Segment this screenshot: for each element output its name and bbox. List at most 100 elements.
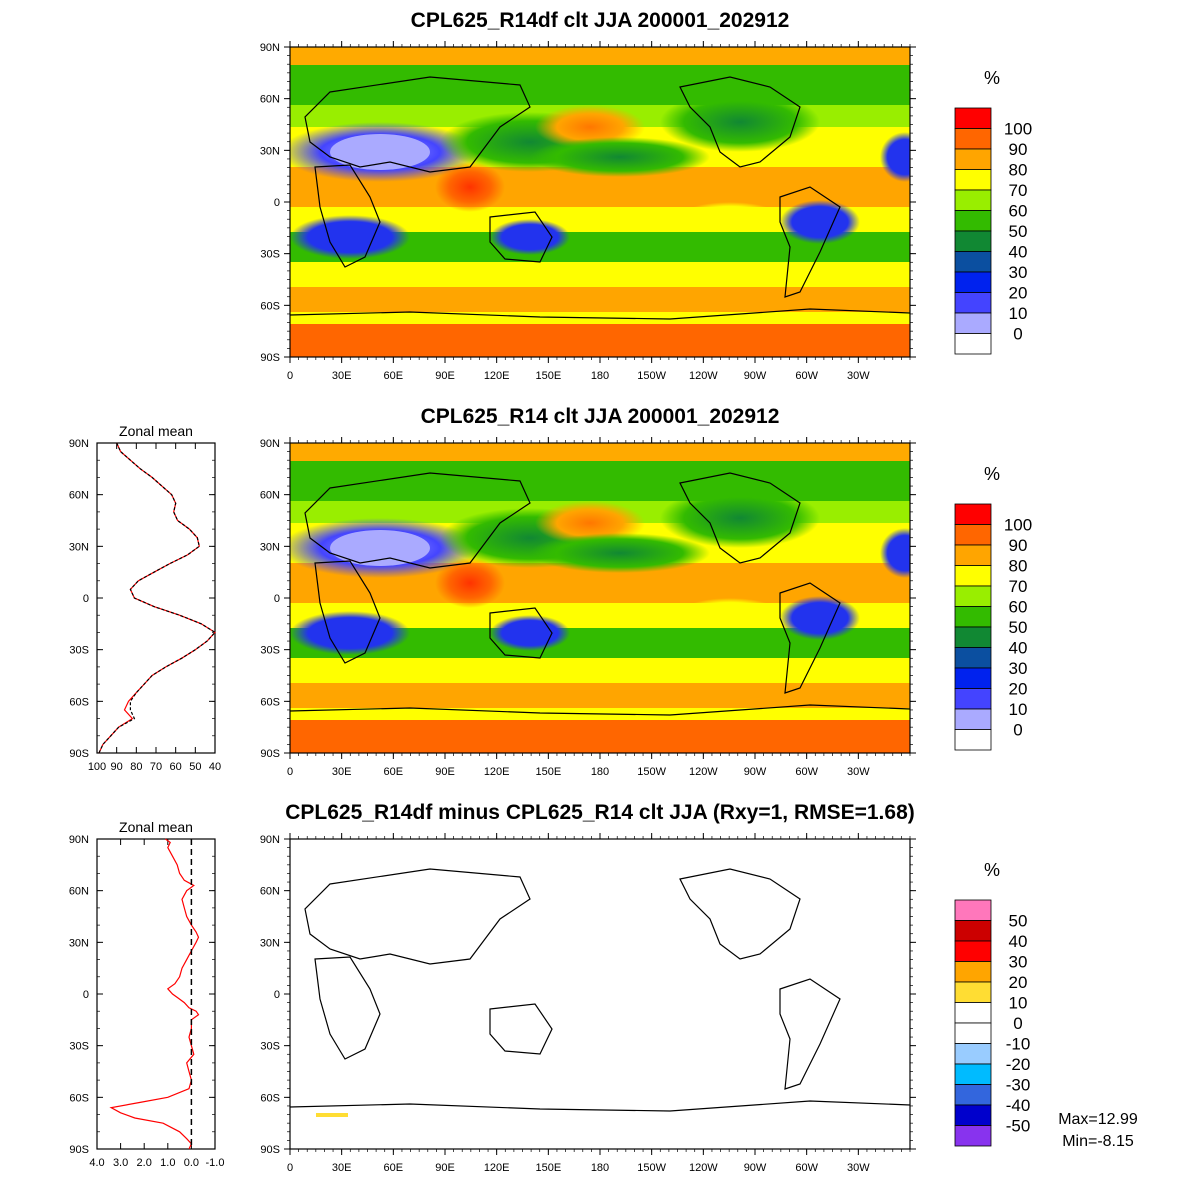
zonal-mean-1-xtick-label: 50 [189, 761, 201, 773]
map2-xtick-label: 90E [435, 766, 455, 778]
colorbar-3-label: -40 [1006, 1096, 1031, 1115]
map1-xtick-label: 120W [689, 370, 718, 382]
zonal-mean-2-xtick-label: 4.0 [89, 1157, 104, 1169]
map2-xtick-label: 150W [637, 766, 666, 778]
zonal-mean-1-ytick-label: 90S [69, 748, 89, 760]
colorbar-2-label: 50 [1009, 618, 1028, 637]
colorbar-3-label: -10 [1006, 1035, 1031, 1054]
colorbar-1-box [954, 312, 992, 334]
colorbar-1-box [954, 148, 992, 170]
map3-ytick-label: 30N [260, 937, 280, 949]
map2-xtick-label: 90W [744, 766, 767, 778]
map1-ytick-label: 90S [260, 352, 280, 364]
map3-field [290, 839, 910, 1149]
colorbar-2-label: 70 [1009, 577, 1028, 596]
colorbar-2-label: 80 [1009, 557, 1028, 576]
map2-ytick-label: 0 [274, 593, 280, 605]
colorbar-1-box [954, 169, 992, 191]
colorbar-1-box [954, 128, 992, 150]
colorbar-2-label: 20 [1009, 680, 1028, 699]
map1-xtick-label: 0 [287, 370, 293, 382]
colorbar-1-label: 60 [1009, 202, 1028, 221]
colorbar-2-box [954, 606, 992, 628]
map3-axes: 0 30E 60E 90E 120E 150E 180 150W 120W 90W 60W 30W 90… [260, 833, 916, 1174]
colorbar-2-box [954, 544, 992, 566]
colorbar-2-label: 10 [1009, 700, 1028, 719]
map1-field [290, 47, 910, 357]
map2-xtick-label: 120W [689, 766, 718, 778]
map1-xtick-label: 90E [435, 370, 455, 382]
colorbar-2-label: 100 [1004, 516, 1032, 535]
zonal-mean-2-xtick-label: 0.0 [184, 1157, 199, 1169]
map1-xtick-label: 120E [484, 370, 510, 382]
colorbar-2-box [954, 667, 992, 689]
colorbar-1-label: 0 [1013, 325, 1022, 344]
colorbar-1-box [954, 230, 992, 252]
map1-xtick-label: 60E [384, 370, 404, 382]
map3-xtick-label: 120W [689, 1162, 718, 1174]
zonal-mean-1-lines [98, 442, 216, 754]
map1-title: CPL625_R14df clt JJA 200001_202912 [411, 9, 790, 32]
colorbar-2-box [954, 729, 992, 751]
zonal-mean-2-frame [96, 838, 216, 1150]
colorbar-3-box [954, 1084, 992, 1106]
zonal-mean-1-xtick-label: 40 [209, 761, 221, 773]
map1-xtick-label: 180 [591, 370, 609, 382]
map1-xtick-label: 60W [795, 370, 818, 382]
colorbar-2-box [954, 708, 992, 730]
map1-xtick-label: 30W [847, 370, 870, 382]
map3-xtick-label: 30W [847, 1162, 870, 1174]
map2-ytick-label: 30S [260, 645, 280, 657]
colorbar-3-label: -30 [1006, 1076, 1031, 1095]
map3-ytick-label: 60N [260, 886, 280, 898]
colorbar-2-box [954, 647, 992, 669]
colorbar-3-label: 50 [1009, 912, 1028, 931]
colorbar-2-unit: % [984, 464, 1000, 484]
colorbar-3-unit: % [984, 860, 1000, 880]
map3-ytick-label: 30S [260, 1041, 280, 1053]
map2-xtick-label: 0 [287, 766, 293, 778]
zonal-mean-2-title: Zonal mean [119, 819, 193, 835]
max-label: Max=12.99 [1058, 1111, 1138, 1128]
colorbar-3-label: -50 [1006, 1117, 1031, 1136]
zonal-mean-2-ytick-label: 30S [69, 1041, 89, 1053]
map1-xtick-label: 150E [535, 370, 561, 382]
map2-title: CPL625_R14 clt JJA 200001_202912 [421, 405, 780, 428]
colorbar-2-box [954, 585, 992, 607]
colorbar-3-box [954, 1022, 992, 1044]
map1-ytick-label: 90N [260, 42, 280, 54]
map1-xtick-label: 90W [744, 370, 767, 382]
map1-ytick-label: 60S [260, 300, 280, 312]
map2-xtick-label: 180 [591, 766, 609, 778]
map3-xtick-label: 90E [435, 1162, 455, 1174]
colorbar-1-box [954, 271, 992, 293]
zonal-mean-2-xtick-label: 2.0 [137, 1157, 152, 1169]
zonal-mean-2-ytick-label: 30N [69, 937, 89, 949]
zonal-mean-1-xtick-label: 70 [150, 761, 162, 773]
map3-xtick-label: 60E [384, 1162, 404, 1174]
colorbar-2-label: 40 [1009, 639, 1028, 658]
map2-xtick-label: 120E [484, 766, 510, 778]
map2-axes: 0 30E 60E 90E 120E 150E 180 150W 120W 90W 60W 30W 90… [260, 437, 916, 778]
map2-xtick-label: 60W [795, 766, 818, 778]
colorbar-2-label: 30 [1009, 659, 1028, 678]
colorbar-1-label: 40 [1009, 243, 1028, 262]
zonal-mean-2-xtick-label: 3.0 [113, 1157, 128, 1169]
map1-ytick-label: 30S [260, 249, 280, 261]
colorbar-3-box [954, 981, 992, 1003]
colorbar-2-box [954, 565, 992, 587]
zonal-mean-1-xtick-label: 100 [88, 761, 106, 773]
colorbar-1-label: 90 [1009, 140, 1028, 159]
zonal-mean-1-series-0 [98, 442, 216, 754]
zonal-mean-1-frame [96, 442, 216, 754]
colorbar-1-label: 50 [1009, 222, 1028, 241]
colorbar-3-box [954, 1104, 992, 1126]
colorbar-2-box [954, 688, 992, 710]
map2-ytick-label: 90N [260, 438, 280, 450]
zonal-mean-1-ytick-label: 60N [69, 490, 89, 502]
zonal-mean-1-xtick-label: 80 [130, 761, 142, 773]
colorbar-1-label: 100 [1004, 120, 1032, 139]
